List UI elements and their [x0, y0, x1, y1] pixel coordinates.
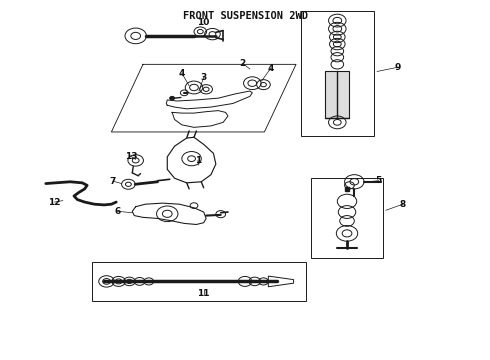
- Text: 12: 12: [49, 198, 61, 207]
- Text: 4: 4: [179, 69, 185, 78]
- Text: 3: 3: [200, 73, 207, 82]
- Text: 6: 6: [115, 207, 121, 216]
- Text: 8: 8: [400, 200, 406, 209]
- Text: 11: 11: [197, 289, 210, 298]
- Circle shape: [170, 96, 174, 100]
- Bar: [311, 178, 384, 258]
- Bar: [92, 262, 306, 301]
- Text: 4: 4: [268, 64, 274, 73]
- Text: 13: 13: [124, 152, 137, 161]
- Bar: [325, 72, 349, 118]
- Text: 5: 5: [375, 176, 382, 185]
- Text: 10: 10: [197, 18, 210, 27]
- Bar: [301, 11, 374, 135]
- Text: FRONT SUSPENSION 2WD: FRONT SUSPENSION 2WD: [182, 11, 308, 21]
- Text: 9: 9: [395, 63, 401, 72]
- Text: 1: 1: [195, 156, 201, 165]
- Text: 2: 2: [240, 59, 245, 68]
- Text: 7: 7: [110, 176, 116, 185]
